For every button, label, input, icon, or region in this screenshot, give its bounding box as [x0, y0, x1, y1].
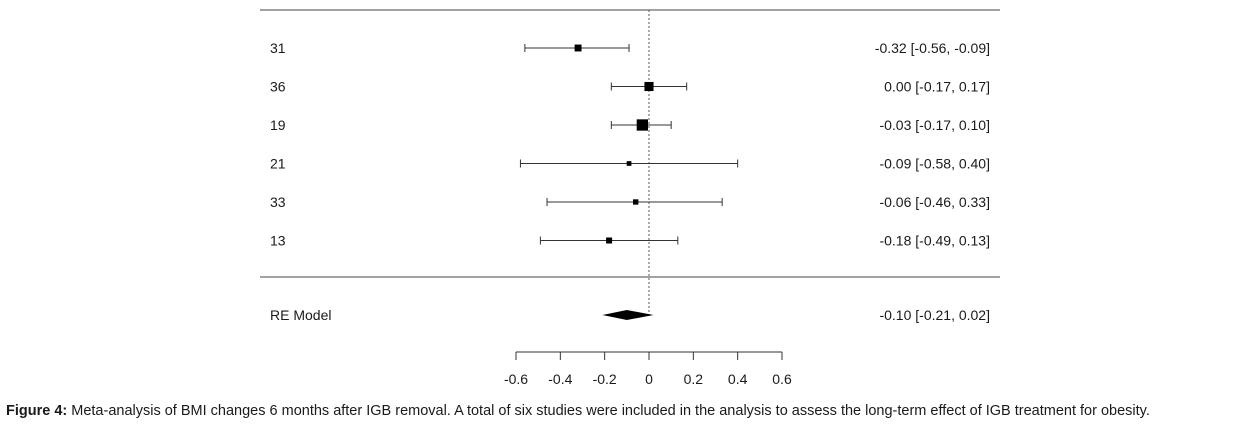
- point-estimate: [633, 199, 639, 205]
- study-label: 13: [270, 233, 286, 249]
- summary-label: RE Model: [270, 307, 331, 323]
- x-axis: -0.6 -0.4 -0.2 0 0.2 0.4 0.6: [504, 351, 792, 387]
- point-estimate: [574, 44, 582, 52]
- x-tick-label: 0.4: [728, 371, 748, 387]
- study-label: 33: [270, 194, 286, 210]
- x-tick-label: 0: [645, 371, 653, 387]
- ci-value-label: -0.32 [-0.56, -0.09]: [875, 40, 990, 56]
- x-tick-label: 0.2: [684, 371, 704, 387]
- study-rows: 31 -0.32 [-0.56, -0.09] 36 0.00 [-0.17, 0.1…: [270, 40, 990, 249]
- point-estimate: [644, 81, 654, 92]
- ci-value-label: -0.09 [-0.58, 0.40]: [879, 156, 990, 172]
- caption-text: Meta-analysis of BMI changes 6 months af…: [67, 403, 1150, 419]
- summary-row: RE Model -0.10 [-0.21, 0.02]: [270, 307, 990, 323]
- point-estimate: [636, 119, 648, 131]
- figure-caption: Figure 4: Meta-analysis of BMI changes 6…: [6, 402, 1236, 421]
- study-label: 21: [270, 156, 286, 172]
- x-tick-label: -0.2: [593, 371, 617, 387]
- caption-label: Figure 4:: [6, 403, 68, 419]
- study-label: 31: [270, 40, 286, 56]
- ci-value-label: -0.06 [-0.46, 0.33]: [879, 194, 990, 210]
- summary-ci-label: -0.10 [-0.21, 0.02]: [879, 307, 990, 323]
- study-label: 36: [270, 79, 286, 95]
- point-estimate: [606, 237, 613, 244]
- study-label: 19: [270, 117, 286, 133]
- ci-value-label: -0.03 [-0.17, 0.10]: [879, 117, 990, 133]
- x-tick-label: 0.6: [772, 371, 792, 387]
- ci-value-label: -0.18 [-0.49, 0.13]: [879, 233, 990, 249]
- summary-diamond: [602, 310, 654, 320]
- forest-plot: 31 -0.32 [-0.56, -0.09] 36 0.00 [-0.17, 0.1…: [260, 9, 1000, 387]
- point-estimate: [626, 161, 632, 166]
- ci-value-label: 0.00 [-0.17, 0.17]: [884, 79, 990, 95]
- x-tick-label: -0.4: [548, 371, 572, 387]
- x-tick-label: -0.6: [504, 371, 528, 387]
